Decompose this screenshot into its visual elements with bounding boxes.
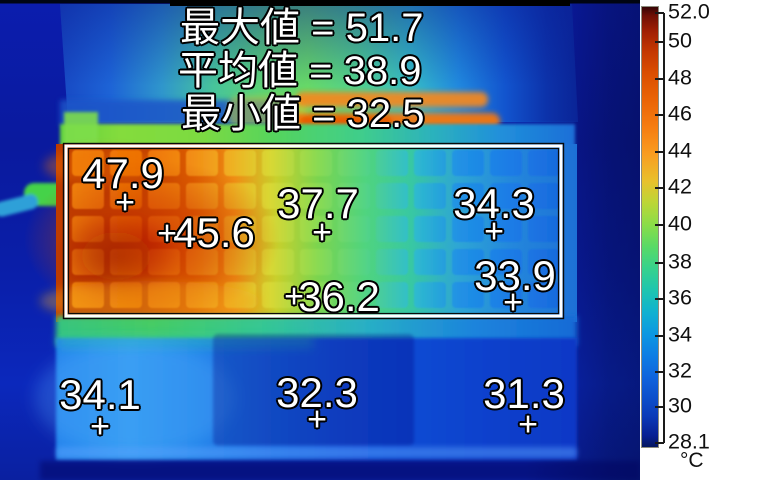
laptop-front-edge: [56, 447, 577, 458]
tick-mark: [655, 224, 664, 226]
thermal-scene: [0, 0, 640, 480]
spot-temperature-label: 34.1: [59, 371, 141, 418]
tick-label: 30: [668, 393, 692, 418]
tick-mark: [655, 371, 664, 373]
stat-line: 最小値 = 32.5: [181, 92, 425, 136]
spot-crosshair-marker: +: [484, 212, 504, 251]
colorbar-gradient: [641, 6, 659, 448]
tick-label: 52.0: [668, 0, 710, 24]
temperature-scale-panel: 52.0 50 48 46 44 42 40 38: [640, 0, 760, 480]
tick-label: 40: [668, 211, 692, 236]
floor-shade: [40, 461, 640, 480]
measurement-area-outline: [62, 142, 565, 320]
tick-label: 38: [668, 249, 692, 274]
temperature-unit-label: °C: [680, 449, 704, 472]
spot-crosshair-marker: +: [307, 400, 327, 439]
spot-crosshair-marker: +: [503, 283, 523, 322]
spot-crosshair-marker: +: [157, 214, 177, 253]
tick-mark: [655, 406, 664, 408]
spot-crosshair-marker: +: [518, 405, 538, 444]
tick-label: 28.1: [668, 429, 710, 454]
stat-line: 最大値 = 51.7: [180, 6, 424, 50]
tick-mark: [655, 114, 664, 116]
spot-crosshair-marker: +: [312, 213, 332, 252]
tick-label: 46: [668, 101, 692, 126]
tick-label: 34: [668, 322, 692, 347]
spot-temperature-label: 32.3: [276, 369, 358, 416]
spot-crosshair-marker: +: [115, 183, 135, 222]
palm-rest-warm-patch: [35, 342, 235, 454]
scale-axis-line: [663, 13, 665, 443]
heat-vent-glow: [228, 92, 500, 130]
spot-crosshair-marker: +: [90, 407, 110, 446]
spot-temperature-label: 45.6: [173, 209, 255, 256]
top-black-strip-center: [170, 0, 570, 6]
trackpad: [213, 334, 414, 446]
tick-mark: [655, 151, 664, 153]
tick-mark: [655, 41, 664, 43]
tick-mark: [655, 335, 664, 337]
tick-mark: [655, 298, 664, 300]
hinge-left-hotspot: [64, 112, 98, 148]
spot-temperature-label: 31.3: [483, 370, 565, 417]
tick-mark: [655, 442, 664, 444]
tick-label: 36: [668, 285, 692, 310]
spot-temperature-label: 37.7: [277, 180, 359, 227]
spot-crosshair-marker: +: [284, 277, 304, 316]
tick-label: 32: [668, 358, 692, 383]
tick-mark: [655, 78, 664, 80]
tick-mark: [655, 187, 664, 189]
cpu-hotspot: [24, 148, 280, 321]
spot-temperature-label: 36.2: [298, 273, 380, 320]
spot-temperature-label: 34.3: [453, 180, 535, 227]
spot-temperature-label: 47.9: [82, 150, 164, 197]
tick-label: 50: [668, 28, 692, 53]
stat-line: 平均値 = 38.9: [178, 49, 422, 93]
tick-label: 48: [668, 65, 692, 90]
tick-mark: [655, 12, 664, 14]
tick-label: 44: [668, 138, 692, 163]
spot-temperature-label: 33.9: [474, 252, 556, 299]
tick-mark: [655, 262, 664, 264]
tick-label: 42: [668, 174, 692, 199]
